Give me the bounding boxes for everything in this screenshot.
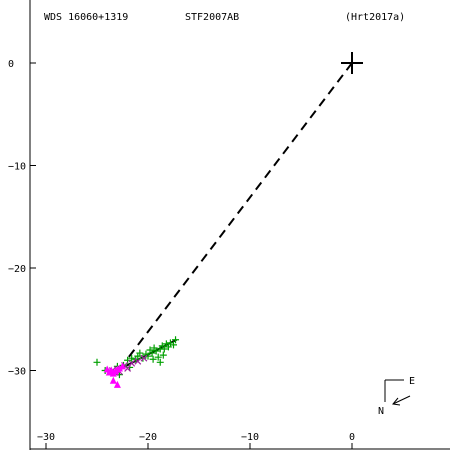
data-point-plus xyxy=(159,351,167,359)
data-point-plus xyxy=(128,354,136,362)
data-point-plus xyxy=(170,341,177,349)
data-point-triangle xyxy=(119,362,126,370)
y-tick-label: 0 xyxy=(8,59,14,70)
y-tick-label: −30 xyxy=(8,367,26,378)
measurement-points xyxy=(93,336,180,388)
data-point-x xyxy=(140,354,148,362)
data-point-x xyxy=(134,357,142,365)
x-tick-label: −30 xyxy=(37,432,55,443)
x-ticks: −30 −20 −10 0 xyxy=(37,432,355,449)
y-tick-label: −20 xyxy=(8,264,26,275)
data-point-x xyxy=(124,365,132,372)
data-point-triangle xyxy=(113,380,121,388)
data-point-plus xyxy=(148,349,156,357)
data-point-triangle xyxy=(109,376,117,384)
compass-icon: E N xyxy=(378,376,415,417)
data-point-plus xyxy=(136,349,144,357)
primary-plus-mark xyxy=(341,52,363,74)
compass-east-label: E xyxy=(409,376,415,387)
y-ticks: 0 −10 −20 −30 xyxy=(8,59,36,378)
x-tick-label: −10 xyxy=(241,432,259,443)
primary-star-marker xyxy=(341,52,363,74)
y-tick-label: −10 xyxy=(8,162,26,173)
data-point-plus xyxy=(149,355,157,363)
data-point-triangle xyxy=(103,365,111,373)
data-point-plus xyxy=(164,343,172,351)
separation-connector xyxy=(124,62,353,362)
data-point-plus xyxy=(156,358,164,366)
compass-north-label: N xyxy=(378,406,384,417)
data-point-plus xyxy=(154,353,162,361)
data-point-plus xyxy=(93,358,101,366)
data-point-plus xyxy=(152,347,160,355)
wds-label: WDS 16060+1319 xyxy=(44,12,128,23)
data-point-plus xyxy=(172,336,180,344)
discoverer-label: STF2007AB xyxy=(185,12,239,23)
data-point-plus xyxy=(160,345,168,353)
reference-label: (Hrt2017a) xyxy=(345,12,405,23)
data-point-triangle xyxy=(115,364,123,372)
data-point-x xyxy=(128,359,136,367)
x-tick-label: −20 xyxy=(139,432,157,443)
x-tick-label: 0 xyxy=(349,432,355,443)
